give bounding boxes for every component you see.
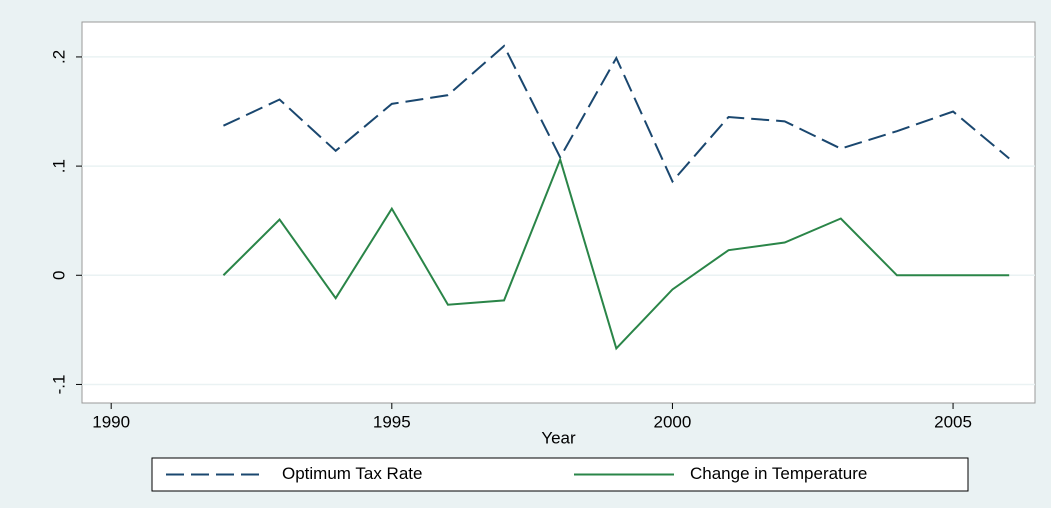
series-line	[222, 156, 1010, 351]
plot-area	[81, 21, 1036, 404]
x-tick-label: 1995	[373, 412, 411, 431]
x-tick-label: 2005	[934, 412, 972, 431]
x-tick-label: 1990	[92, 412, 130, 431]
legend-box	[151, 457, 969, 492]
y-tick-label: .1	[49, 159, 68, 173]
y-tick-label: .2	[49, 50, 68, 64]
y-tick-label: -.1	[49, 375, 68, 395]
legend-label: Optimum Tax Rate	[282, 464, 422, 483]
x-tick-label: 2000	[654, 412, 692, 431]
legend-label: Change in Temperature	[690, 464, 867, 483]
y-tick-label: 0	[49, 271, 68, 280]
series-line	[223, 44, 1010, 184]
x-axis-label: Year	[541, 428, 576, 447]
